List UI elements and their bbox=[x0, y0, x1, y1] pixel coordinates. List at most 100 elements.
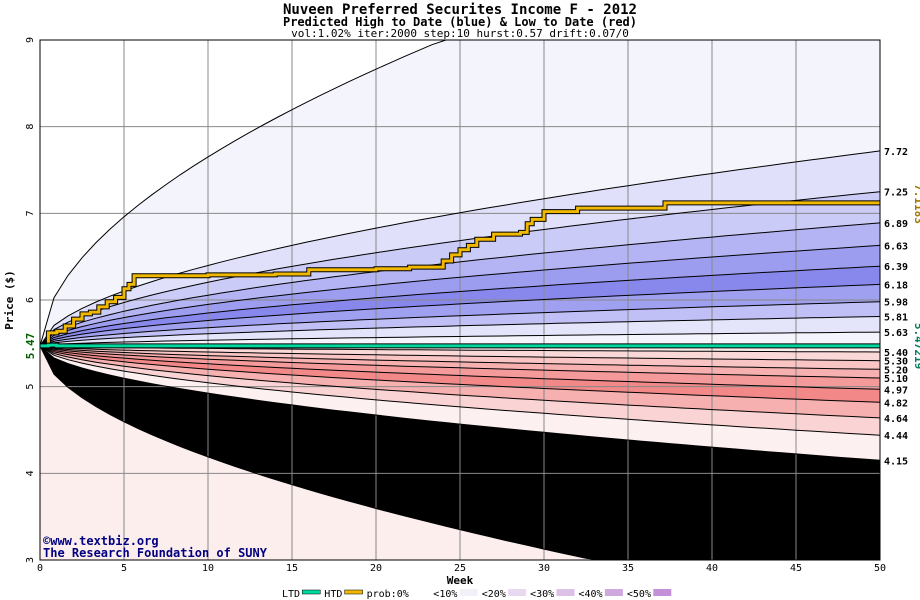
band-area-outer-upper bbox=[40, 40, 880, 346]
band-boundary bbox=[39, 301, 881, 347]
band-boundary bbox=[39, 191, 881, 347]
band-end-label: 6.39 bbox=[884, 262, 908, 273]
legend-swatch bbox=[556, 589, 575, 596]
band-boundary-lines bbox=[39, 39, 881, 561]
band-area-upper bbox=[40, 222, 880, 346]
x-tick-label: 25 bbox=[454, 563, 466, 574]
legend-label: <10% bbox=[433, 589, 457, 600]
band-end-label: 4.15 bbox=[884, 456, 908, 467]
legend-label: <30% bbox=[530, 589, 554, 600]
legend-swatch bbox=[302, 589, 321, 595]
final-htd-label: 7.1183 bbox=[912, 184, 920, 224]
band-boundary bbox=[39, 345, 881, 379]
band-boundary bbox=[39, 244, 881, 347]
legend-label: LTD bbox=[282, 589, 300, 600]
band-area-upper bbox=[40, 266, 880, 346]
band-end-label: 7.25 bbox=[884, 188, 908, 199]
chart-title: Nuveen Preferred Securites Income F - 20… bbox=[282, 2, 637, 18]
legend-label: <40% bbox=[579, 589, 603, 600]
band-area-lower bbox=[40, 345, 880, 390]
band-boundary bbox=[39, 283, 881, 347]
band-end-label: 4.97 bbox=[884, 385, 908, 396]
band-area-lower bbox=[40, 345, 880, 461]
band-area-upper bbox=[40, 191, 880, 346]
legend-label: <20% bbox=[482, 589, 506, 600]
watermark-url: ©www.textbiz.org bbox=[43, 534, 159, 548]
plot-frame bbox=[39, 39, 881, 561]
band-boundary bbox=[39, 331, 881, 347]
legend-swatch bbox=[344, 589, 363, 595]
legend-label: prob:0% bbox=[367, 589, 409, 600]
x-tick-label: 0 bbox=[37, 563, 43, 574]
x-tick-label: 20 bbox=[370, 563, 382, 574]
y-tick-label: 4 bbox=[25, 470, 36, 476]
x-tick-label: 15 bbox=[286, 563, 298, 574]
x-axis-label: Week bbox=[447, 574, 474, 587]
band-end-label: 5.63 bbox=[884, 328, 908, 339]
band-end-label: 4.64 bbox=[884, 414, 908, 425]
band-end-label: 6.63 bbox=[884, 241, 908, 252]
x-tick-label: 40 bbox=[706, 563, 718, 574]
watermark-org: The Research Foundation of SUNY bbox=[43, 546, 268, 560]
chart-parameters: vol:1.02% iter:2000 step:10 hurst:0.57 d… bbox=[291, 27, 629, 40]
band-boundary bbox=[39, 345, 881, 403]
band-boundary bbox=[39, 345, 881, 461]
series-line-htd bbox=[40, 201, 880, 348]
x-tick-label: 35 bbox=[622, 563, 634, 574]
band-end-label: 7.72 bbox=[884, 147, 908, 158]
band-boundary bbox=[39, 345, 881, 362]
y-axis-ticks: 3 4 5 6 7 8 9 bbox=[25, 37, 36, 563]
band-boundary bbox=[39, 150, 881, 347]
legend-swatch bbox=[459, 589, 478, 596]
legend-swatch bbox=[653, 589, 672, 596]
legend-swatch bbox=[411, 589, 430, 596]
band-area-lower bbox=[40, 345, 880, 418]
legend-swatch bbox=[604, 589, 623, 596]
band-end-label: 5.81 bbox=[884, 312, 908, 323]
y-tick-label: 3 bbox=[25, 557, 36, 563]
y-tick-label: 9 bbox=[25, 37, 36, 43]
legend-label: <50% bbox=[627, 589, 651, 600]
band-end-label: 4.82 bbox=[884, 398, 908, 409]
final-ltd-label: 5.47219 bbox=[912, 323, 920, 369]
y-tick-label: 8 bbox=[25, 124, 36, 130]
band-end-label: 5.98 bbox=[884, 298, 908, 309]
band-boundary bbox=[39, 345, 881, 436]
series-lines bbox=[40, 200, 880, 349]
band-area-lower bbox=[40, 345, 880, 436]
band-end-label: 6.89 bbox=[884, 219, 908, 230]
y-tick-label: 7 bbox=[25, 210, 36, 216]
band-boundary bbox=[39, 345, 881, 370]
band-end-label: 5.20 bbox=[884, 365, 908, 376]
band-area-outer-lower bbox=[40, 345, 880, 560]
y-axis-label: Price ($) bbox=[3, 270, 16, 330]
x-tick-label: 5 bbox=[121, 563, 127, 574]
y-tick-label: 5 bbox=[25, 384, 36, 390]
band-end-labels: 7.72 7.25 6.89 6.63 6.39 6.18 5.98 5.81 5.63 5.40… bbox=[884, 147, 908, 467]
legend: LTD HTD prob:0% <10% <20% <30% <40% <50% bbox=[282, 589, 672, 600]
band-boundary bbox=[39, 222, 881, 347]
band-end-label: 5.10 bbox=[884, 374, 908, 385]
band-end-label: 5.40 bbox=[884, 348, 908, 359]
band-boundary bbox=[39, 316, 881, 347]
band-area-lower bbox=[40, 345, 880, 403]
start-price-label: 5.47 bbox=[24, 333, 37, 360]
band-end-label: 5.30 bbox=[884, 357, 908, 368]
legend-label: HTD bbox=[324, 589, 342, 600]
band-boundary bbox=[39, 345, 881, 419]
x-axis-ticks: 0 5 10 15 20 25 30 35 40 45 50 bbox=[37, 563, 886, 574]
chart-subtitle: Predicted High to Date (blue) & Low to D… bbox=[282, 15, 637, 29]
x-tick-label: 10 bbox=[202, 563, 214, 574]
band-area-upper bbox=[40, 150, 880, 346]
band-boundary bbox=[39, 265, 881, 347]
x-tick-label: 50 bbox=[874, 563, 886, 574]
band-end-label: 6.18 bbox=[884, 280, 908, 291]
legend-swatch bbox=[508, 589, 527, 596]
band-boundary bbox=[39, 345, 881, 390]
band-area-upper bbox=[40, 245, 880, 346]
series-line-ltd bbox=[40, 343, 880, 348]
band-end-label: 4.44 bbox=[884, 431, 908, 442]
x-tick-label: 45 bbox=[790, 563, 802, 574]
y-tick-label: 6 bbox=[25, 297, 36, 303]
